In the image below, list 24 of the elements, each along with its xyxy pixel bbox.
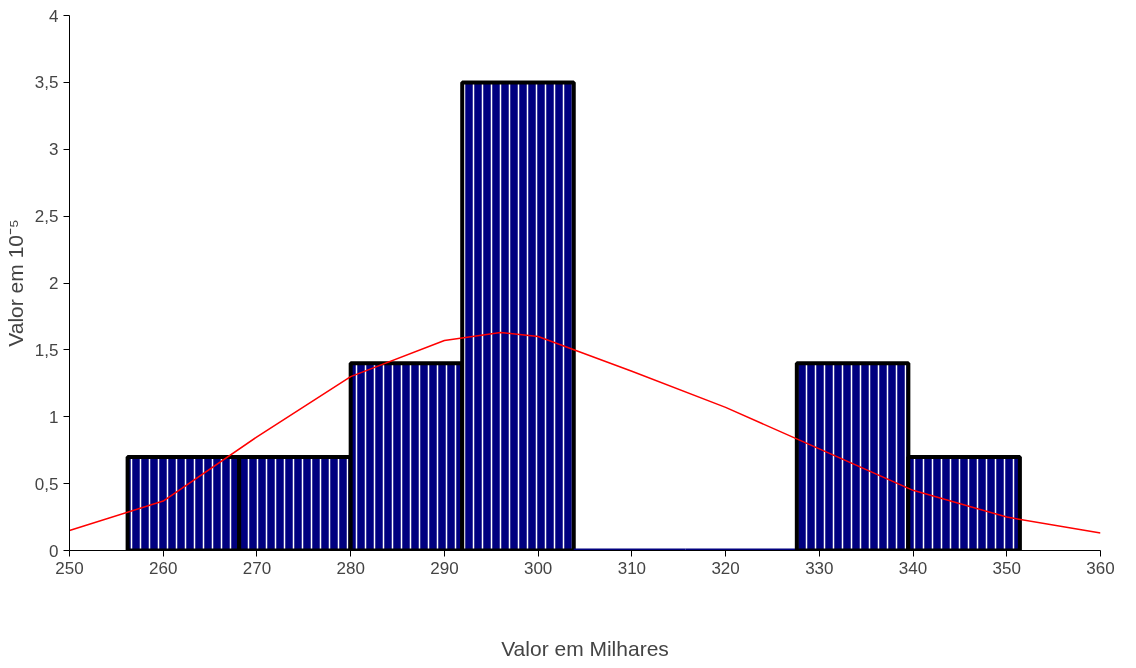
x-tick-label: 330 — [805, 558, 834, 578]
x-tick-label: 300 — [523, 558, 553, 578]
y-tick-label: 2,5 — [34, 207, 59, 227]
y-tick-label: 0 — [49, 541, 59, 561]
y-tick-label: 3,5 — [34, 73, 59, 93]
y-tick-label: 3 — [49, 140, 59, 160]
line-series — [69, 331, 1101, 534]
y-tick-label: 4 — [49, 6, 59, 26]
x-tick-label: 310 — [617, 558, 647, 578]
y-axis-title: Valor em 10⁻⁵ — [3, 219, 27, 347]
x-tick-label: 270 — [242, 558, 272, 578]
x-axis-title: Valor em Milhares — [501, 636, 669, 660]
y-tick-label: 0,5 — [34, 474, 59, 494]
x-tick-label: 320 — [711, 558, 740, 578]
x-tick-label: 250 — [55, 558, 84, 578]
x-tick-label: 260 — [149, 558, 178, 578]
y-tick-label: 1,5 — [34, 340, 59, 360]
x-tick-label: 340 — [898, 558, 928, 578]
y-tick-label: 1 — [49, 407, 59, 427]
x-tick-label: 350 — [992, 558, 1021, 578]
y-tick-label: 2 — [49, 274, 59, 293]
x-tick-label: 280 — [336, 558, 365, 578]
x-tick-label: 360 — [1086, 558, 1115, 578]
x-tick-label: 290 — [430, 558, 459, 578]
